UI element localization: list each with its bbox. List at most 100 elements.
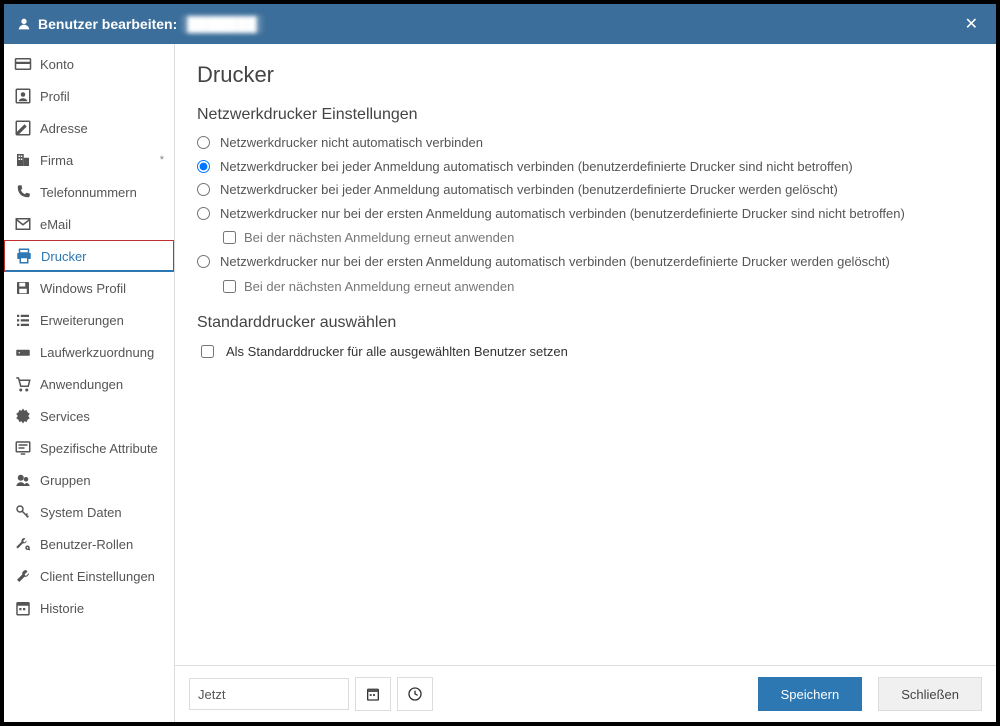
sidebar-item-label: Benutzer-Rollen bbox=[40, 537, 133, 552]
sidebar-item-label: System Daten bbox=[40, 505, 122, 520]
sidebar-item-gruppen[interactable]: Gruppen bbox=[4, 464, 174, 496]
sidebar-item-label: Spezifische Attribute bbox=[40, 441, 158, 456]
default-printer-label[interactable]: Als Standarddrucker für alle ausgewählte… bbox=[226, 344, 568, 359]
mail-icon bbox=[14, 215, 32, 233]
network-option-label[interactable]: Netzwerkdrucker nur bei der ersten Anmel… bbox=[220, 253, 890, 271]
network-printer-radio-group: Netzwerkdrucker nicht automatisch verbin… bbox=[197, 134, 974, 296]
sidebar-item-marker: * bbox=[160, 154, 164, 166]
sidebar-item-email[interactable]: eMail bbox=[4, 208, 174, 240]
cart-icon bbox=[14, 375, 32, 393]
sidebar-item-services[interactable]: Services bbox=[4, 400, 174, 432]
network-option-radio-1[interactable] bbox=[197, 160, 210, 173]
clock-button[interactable] bbox=[397, 677, 433, 711]
reapply-label[interactable]: Bei der nächsten Anmeldung erneut anwend… bbox=[244, 230, 514, 245]
list-icon bbox=[14, 311, 32, 329]
sidebar-item-label: Telefonnummern bbox=[40, 185, 137, 200]
sidebar-item-rollen[interactable]: Benutzer-Rollen bbox=[4, 528, 174, 560]
dialog-footer: Speichern Schließen bbox=[175, 665, 996, 722]
close-button[interactable]: Schließen bbox=[878, 677, 982, 711]
wrenchkey-icon bbox=[14, 535, 32, 553]
sidebar-item-label: Adresse bbox=[40, 121, 88, 136]
reapply-checkbox-4[interactable] bbox=[223, 280, 236, 293]
network-option-2: Netzwerkdrucker bei jeder Anmeldung auto… bbox=[197, 181, 974, 199]
calendar-button[interactable] bbox=[355, 677, 391, 711]
sidebar-item-label: Konto bbox=[40, 57, 74, 72]
network-option-label[interactable]: Netzwerkdrucker bei jeder Anmeldung auto… bbox=[220, 158, 853, 176]
network-option-radio-3[interactable] bbox=[197, 207, 210, 220]
clock-icon bbox=[407, 686, 423, 702]
content-area: Drucker Netzwerkdrucker Einstellungen Ne… bbox=[175, 44, 996, 665]
dialog-title-username: ███████ bbox=[181, 15, 262, 33]
profile-icon bbox=[14, 87, 32, 105]
main-panel: Drucker Netzwerkdrucker Einstellungen Ne… bbox=[175, 44, 996, 722]
wrench-icon bbox=[14, 567, 32, 585]
sidebar-item-label: Profil bbox=[40, 89, 70, 104]
sidebar: Konto Profil Adresse Firma * Telefonnummern eM… bbox=[4, 44, 175, 722]
sidebar-item-label: eMail bbox=[40, 217, 71, 232]
sidebar-item-label: Firma bbox=[40, 153, 73, 168]
network-option-3: Netzwerkdrucker nur bei der ersten Anmel… bbox=[197, 205, 974, 223]
phone-icon bbox=[14, 183, 32, 201]
sidebar-item-anwendungen[interactable]: Anwendungen bbox=[4, 368, 174, 400]
sidebar-item-label: Erweiterungen bbox=[40, 313, 124, 328]
sidebar-item-label: Drucker bbox=[41, 249, 87, 264]
section-network-title: Netzwerkdrucker Einstellungen bbox=[197, 106, 974, 124]
network-option-label[interactable]: Netzwerkdrucker nicht automatisch verbin… bbox=[220, 134, 483, 152]
sidebar-item-profil[interactable]: Profil bbox=[4, 80, 174, 112]
reapply-checkbox-3[interactable] bbox=[223, 231, 236, 244]
sidebar-item-label: Gruppen bbox=[40, 473, 91, 488]
group-icon bbox=[14, 471, 32, 489]
sidebar-item-label: Services bbox=[40, 409, 90, 424]
save-icon bbox=[14, 279, 32, 297]
network-option-radio-4[interactable] bbox=[197, 255, 210, 268]
sidebar-item-label: Client Einstellungen bbox=[40, 569, 155, 584]
edit-icon bbox=[14, 119, 32, 137]
sidebar-item-adresse[interactable]: Adresse bbox=[4, 112, 174, 144]
network-option-1: Netzwerkdrucker bei jeder Anmeldung auto… bbox=[197, 158, 974, 176]
section-default-title: Standarddrucker auswählen bbox=[197, 314, 974, 332]
sidebar-item-attribute[interactable]: Spezifische Attribute bbox=[4, 432, 174, 464]
sidebar-item-konto[interactable]: Konto bbox=[4, 48, 174, 80]
sidebar-item-laufwerk[interactable]: Laufwerkzuordnung bbox=[4, 336, 174, 368]
network-option-radio-2[interactable] bbox=[197, 183, 210, 196]
sidebar-item-telefon[interactable]: Telefonnummern bbox=[4, 176, 174, 208]
default-printer-checkbox[interactable] bbox=[201, 345, 214, 358]
sidebar-item-erweiterungen[interactable]: Erweiterungen bbox=[4, 304, 174, 336]
gear-icon bbox=[14, 407, 32, 425]
screen-icon bbox=[14, 439, 32, 457]
sidebar-item-drucker[interactable]: Drucker bbox=[4, 240, 174, 272]
key-icon bbox=[14, 503, 32, 521]
network-option-4: Netzwerkdrucker nur bei der ersten Anmel… bbox=[197, 253, 974, 271]
sidebar-item-winprofil[interactable]: Windows Profil bbox=[4, 272, 174, 304]
default-printer-row: Als Standarddrucker für alle ausgewählte… bbox=[197, 342, 974, 361]
printer-icon bbox=[15, 247, 33, 265]
network-option-subcheck-4: Bei der nächsten Anmeldung erneut anwend… bbox=[219, 277, 974, 296]
building-icon bbox=[14, 151, 32, 169]
sidebar-item-client[interactable]: Client Einstellungen bbox=[4, 560, 174, 592]
sidebar-item-label: Anwendungen bbox=[40, 377, 123, 392]
dialog-header: Benutzer bearbeiten: ███████ ✕ bbox=[4, 4, 996, 44]
drive-icon bbox=[14, 343, 32, 361]
network-option-label[interactable]: Netzwerkdrucker nur bei der ersten Anmel… bbox=[220, 205, 905, 223]
sidebar-item-label: Historie bbox=[40, 601, 84, 616]
time-input[interactable] bbox=[189, 678, 349, 710]
network-option-subcheck-3: Bei der nächsten Anmeldung erneut anwend… bbox=[219, 228, 974, 247]
sidebar-item-historie[interactable]: Historie bbox=[4, 592, 174, 624]
sidebar-item-firma[interactable]: Firma * bbox=[4, 144, 174, 176]
calendar-icon bbox=[14, 599, 32, 617]
user-icon bbox=[16, 16, 32, 32]
reapply-label[interactable]: Bei der nächsten Anmeldung erneut anwend… bbox=[244, 279, 514, 294]
calendar-icon bbox=[365, 686, 381, 702]
sidebar-item-systemdaten[interactable]: System Daten bbox=[4, 496, 174, 528]
dialog-title-prefix: Benutzer bearbeiten: bbox=[38, 16, 177, 32]
network-option-radio-0[interactable] bbox=[197, 136, 210, 149]
page-title: Drucker bbox=[197, 62, 974, 88]
close-icon[interactable]: ✕ bbox=[959, 10, 984, 38]
card-icon bbox=[14, 55, 32, 73]
sidebar-item-label: Laufwerkzuordnung bbox=[40, 345, 154, 360]
save-button[interactable]: Speichern bbox=[758, 677, 863, 711]
dialog-window: Benutzer bearbeiten: ███████ ✕ Konto Prof… bbox=[4, 4, 996, 722]
network-option-label[interactable]: Netzwerkdrucker bei jeder Anmeldung auto… bbox=[220, 181, 838, 199]
sidebar-item-label: Windows Profil bbox=[40, 281, 126, 296]
network-option-0: Netzwerkdrucker nicht automatisch verbin… bbox=[197, 134, 974, 152]
